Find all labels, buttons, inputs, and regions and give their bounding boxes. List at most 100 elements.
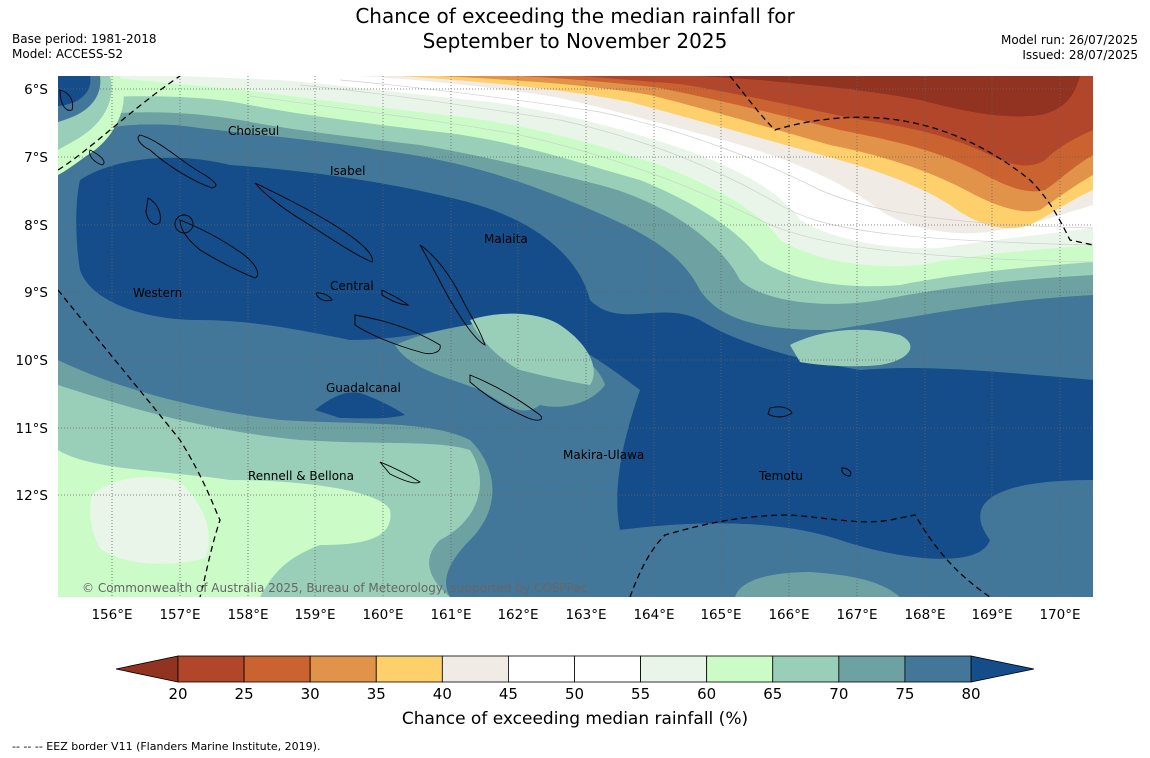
island-nggela bbox=[381, 289, 410, 306]
colorbar: 20 25 30 35 40 45 50 55 60 65 70 75 80 bbox=[115, 655, 1035, 703]
lat-label-7s: 7°S bbox=[24, 150, 48, 166]
colorbar-segment bbox=[640, 655, 708, 683]
contour-band-75-80-south bbox=[620, 523, 1093, 597]
base-period: Base period: 1981-2018 bbox=[12, 32, 157, 46]
lon-label-166e: 166°E bbox=[768, 607, 809, 623]
coastlines bbox=[59, 89, 852, 484]
place-temotu: Temotu bbox=[758, 469, 803, 483]
island-malaita bbox=[419, 244, 486, 346]
contour-band-55-60-sw2 bbox=[90, 477, 209, 564]
lon-label-160e: 160°E bbox=[362, 607, 403, 623]
lat-label-11s: 11°S bbox=[16, 421, 49, 437]
place-central: Central bbox=[330, 279, 374, 293]
place-western: Western bbox=[133, 286, 182, 300]
model-name: Model: ACCESS-S2 bbox=[12, 47, 124, 61]
chart-title: Chance of exceeding the median rainfall … bbox=[0, 4, 1150, 54]
contour-patch-70-75-south bbox=[735, 572, 900, 597]
colorbar-tick-label: 20 bbox=[168, 685, 187, 703]
island-vella-lavella bbox=[145, 197, 161, 225]
model-run: Model run: 26/07/2025 bbox=[1000, 33, 1138, 47]
place-choiseul: Choiseul bbox=[228, 124, 279, 138]
contour-band-over-80 bbox=[76, 157, 1093, 559]
island-makira bbox=[469, 374, 543, 421]
place-isabel: Isabel bbox=[330, 164, 365, 178]
colorbar-tick-label: 30 bbox=[301, 685, 320, 703]
colorbar-segment bbox=[309, 655, 377, 683]
colorbar-under-arrow bbox=[115, 655, 179, 683]
colorbar-segment bbox=[772, 655, 840, 683]
colorbar-tick-label: 50 bbox=[565, 685, 584, 703]
colorbar-segment bbox=[574, 655, 641, 683]
colorbar-segment bbox=[508, 655, 575, 683]
meta-left: Base period: 1981-2018 Model: ACCESS-S2 bbox=[12, 32, 157, 62]
title-line-2: September to November 2025 bbox=[422, 29, 728, 53]
colorbar-segment bbox=[904, 655, 972, 683]
island-santa-cruz bbox=[767, 406, 793, 418]
lon-label-156e: 156°E bbox=[91, 607, 132, 623]
eez-north-west bbox=[58, 76, 181, 171]
copyright-notice: © Commonwealth of Australia 2025, Bureau… bbox=[82, 581, 587, 595]
colorbar-tick-label: 70 bbox=[829, 685, 848, 703]
colorbar-tick-label: 25 bbox=[235, 685, 254, 703]
lon-label-168e: 168°E bbox=[904, 607, 945, 623]
colorbar-segment bbox=[838, 655, 906, 683]
lon-label-158e: 158°E bbox=[227, 607, 268, 623]
island-kolombangara bbox=[174, 214, 194, 234]
lon-label-157e: 157°E bbox=[159, 607, 200, 623]
colorbar-tick-label: 75 bbox=[895, 685, 914, 703]
island-choiseul bbox=[137, 134, 217, 189]
colorbar-segment bbox=[375, 655, 443, 683]
place-guadalcanal: Guadalcanal bbox=[326, 381, 401, 395]
island-rennell bbox=[379, 461, 421, 484]
colorbar-tick-label: 55 bbox=[631, 685, 650, 703]
longitude-labels: 156°E 157°E 158°E 159°E 160°E 161°E 162°… bbox=[91, 607, 1080, 623]
colorbar-segment bbox=[441, 655, 509, 683]
lon-label-159e: 159°E bbox=[294, 607, 335, 623]
colorbar-segment bbox=[243, 655, 311, 683]
eez-borders bbox=[58, 76, 1093, 597]
colorbar-segment bbox=[706, 655, 774, 683]
island-shortland bbox=[89, 149, 105, 166]
lon-label-167e: 167°E bbox=[836, 607, 877, 623]
colorbar-tick-label: 60 bbox=[697, 685, 716, 703]
contour-patch-65-70-central bbox=[470, 313, 594, 385]
lat-label-10s: 10°S bbox=[16, 353, 49, 369]
colorbar-tick-label: 80 bbox=[961, 685, 980, 703]
contour-patch-65-70-east bbox=[790, 329, 911, 367]
island-bougainville bbox=[59, 89, 74, 111]
issued-date: Issued: 28/07/2025 bbox=[1022, 48, 1138, 62]
lon-label-163e: 163°E bbox=[565, 607, 606, 623]
lon-label-170e: 170°E bbox=[1039, 607, 1080, 623]
lat-label-12s: 12°S bbox=[16, 488, 49, 504]
island-florida bbox=[315, 292, 333, 302]
colorbar-tick-label: 65 bbox=[763, 685, 782, 703]
lon-label-165e: 165°E bbox=[700, 607, 741, 623]
colorbar-tick-label: 35 bbox=[367, 685, 386, 703]
lat-label-8s: 8°S bbox=[24, 218, 48, 234]
meta-right: Model run: 26/07/2025 Issued: 28/07/2025 bbox=[1001, 33, 1138, 63]
island-new-georgia bbox=[179, 219, 259, 279]
colorbar-title: Chance of exceeding median rainfall (%) bbox=[401, 709, 749, 729]
lon-label-169e: 169°E bbox=[971, 607, 1012, 623]
contour-band-over-80-nw bbox=[58, 76, 91, 106]
latitude-labels: 6°S 7°S 8°S 9°S 10°S 11°S 12°S bbox=[16, 82, 49, 504]
eez-south bbox=[629, 514, 991, 597]
colorbar-tick-label: 45 bbox=[499, 685, 518, 703]
lon-label-162e: 162°E bbox=[497, 607, 538, 623]
colorbar-tick-label: 40 bbox=[433, 685, 452, 703]
island-vanikoro bbox=[841, 467, 852, 477]
lon-label-164e: 164°E bbox=[633, 607, 674, 623]
title-line-1: Chance of exceeding the median rainfall … bbox=[355, 4, 795, 28]
place-malaita: Malaita bbox=[484, 232, 528, 246]
place-makira-ulawa: Makira-Ulawa bbox=[563, 448, 644, 462]
colorbar-over-arrow bbox=[970, 655, 1035, 683]
contour-band-under-20-north bbox=[700, 76, 1080, 117]
colorbar-segments bbox=[177, 655, 972, 683]
island-isabel bbox=[254, 182, 373, 263]
eez-north-east bbox=[729, 76, 1093, 246]
colorbar-ticks: 20 25 30 35 40 45 50 55 60 65 70 75 80 bbox=[168, 685, 980, 703]
island-guadalcanal bbox=[354, 314, 441, 355]
place-rennell-bellona: Rennell & Bellona bbox=[248, 469, 354, 483]
contour-lines bbox=[249, 79, 1093, 263]
